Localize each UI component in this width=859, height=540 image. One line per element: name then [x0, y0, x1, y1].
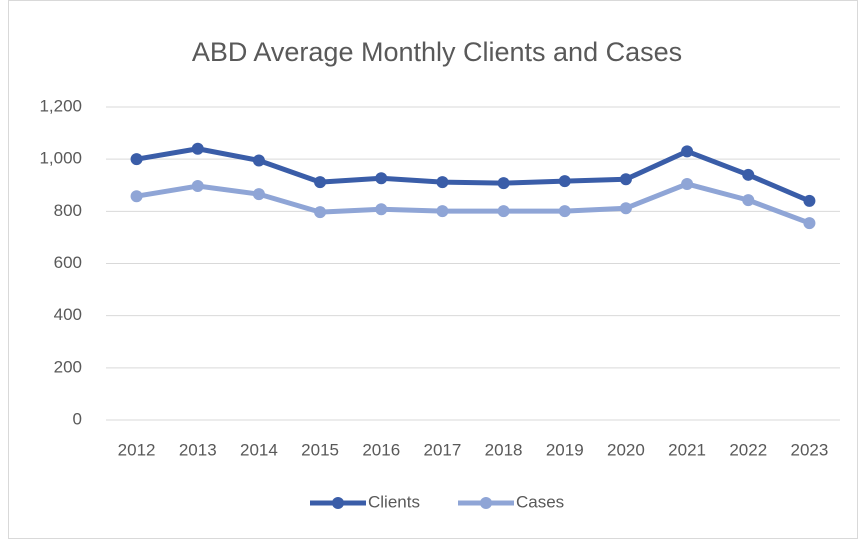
legend-marker	[480, 497, 492, 509]
data-point	[436, 176, 449, 189]
data-point	[252, 154, 265, 167]
series-line	[136, 181, 811, 226]
y-tick-label: 1,200	[39, 96, 82, 115]
data-point	[742, 168, 755, 181]
legend-label: Clients	[368, 492, 420, 511]
data-point	[375, 172, 388, 185]
data-point	[619, 202, 632, 215]
series-line	[136, 146, 811, 204]
y-tick-label: 600	[54, 253, 82, 272]
data-point	[314, 206, 327, 219]
legend-marker	[332, 497, 344, 509]
data-point	[681, 177, 694, 190]
y-tick-label: 400	[54, 305, 82, 324]
data-point	[497, 205, 510, 218]
data-point	[191, 142, 204, 155]
data-point	[558, 205, 571, 218]
data-point	[742, 194, 755, 207]
y-tick-label: 0	[73, 409, 82, 428]
data-point	[436, 205, 449, 218]
x-tick-label: 2019	[546, 440, 584, 459]
data-point	[803, 217, 816, 230]
data-point	[619, 173, 632, 186]
x-tick-label: 2014	[240, 440, 278, 459]
legend-label: Cases	[516, 492, 564, 511]
x-tick-label: 2012	[118, 440, 156, 459]
x-tick-label: 2023	[791, 440, 829, 459]
x-tick-label: 2021	[668, 440, 706, 459]
x-tick-label: 2022	[729, 440, 767, 459]
data-point	[375, 203, 388, 216]
x-tick-label: 2015	[301, 440, 339, 459]
data-point	[252, 188, 265, 201]
data-point	[558, 175, 571, 188]
data-point	[681, 145, 694, 158]
y-tick-label: 200	[54, 357, 82, 376]
y-tick-label: 1,000	[39, 149, 82, 168]
x-tick-label: 2018	[485, 440, 523, 459]
x-tick-label: 2013	[179, 440, 217, 459]
y-tick-label: 800	[54, 201, 82, 220]
x-tick-label: 2020	[607, 440, 645, 459]
data-point	[191, 180, 204, 193]
data-point	[130, 190, 143, 203]
data-point	[497, 177, 510, 190]
data-point	[803, 194, 816, 207]
chart-title: ABD Average Monthly Clients and Cases	[192, 37, 682, 67]
x-tick-label: 2016	[362, 440, 400, 459]
chart-border	[8, 0, 858, 539]
data-point	[130, 153, 143, 166]
data-point	[314, 176, 327, 189]
x-tick-label: 2017	[424, 440, 462, 459]
